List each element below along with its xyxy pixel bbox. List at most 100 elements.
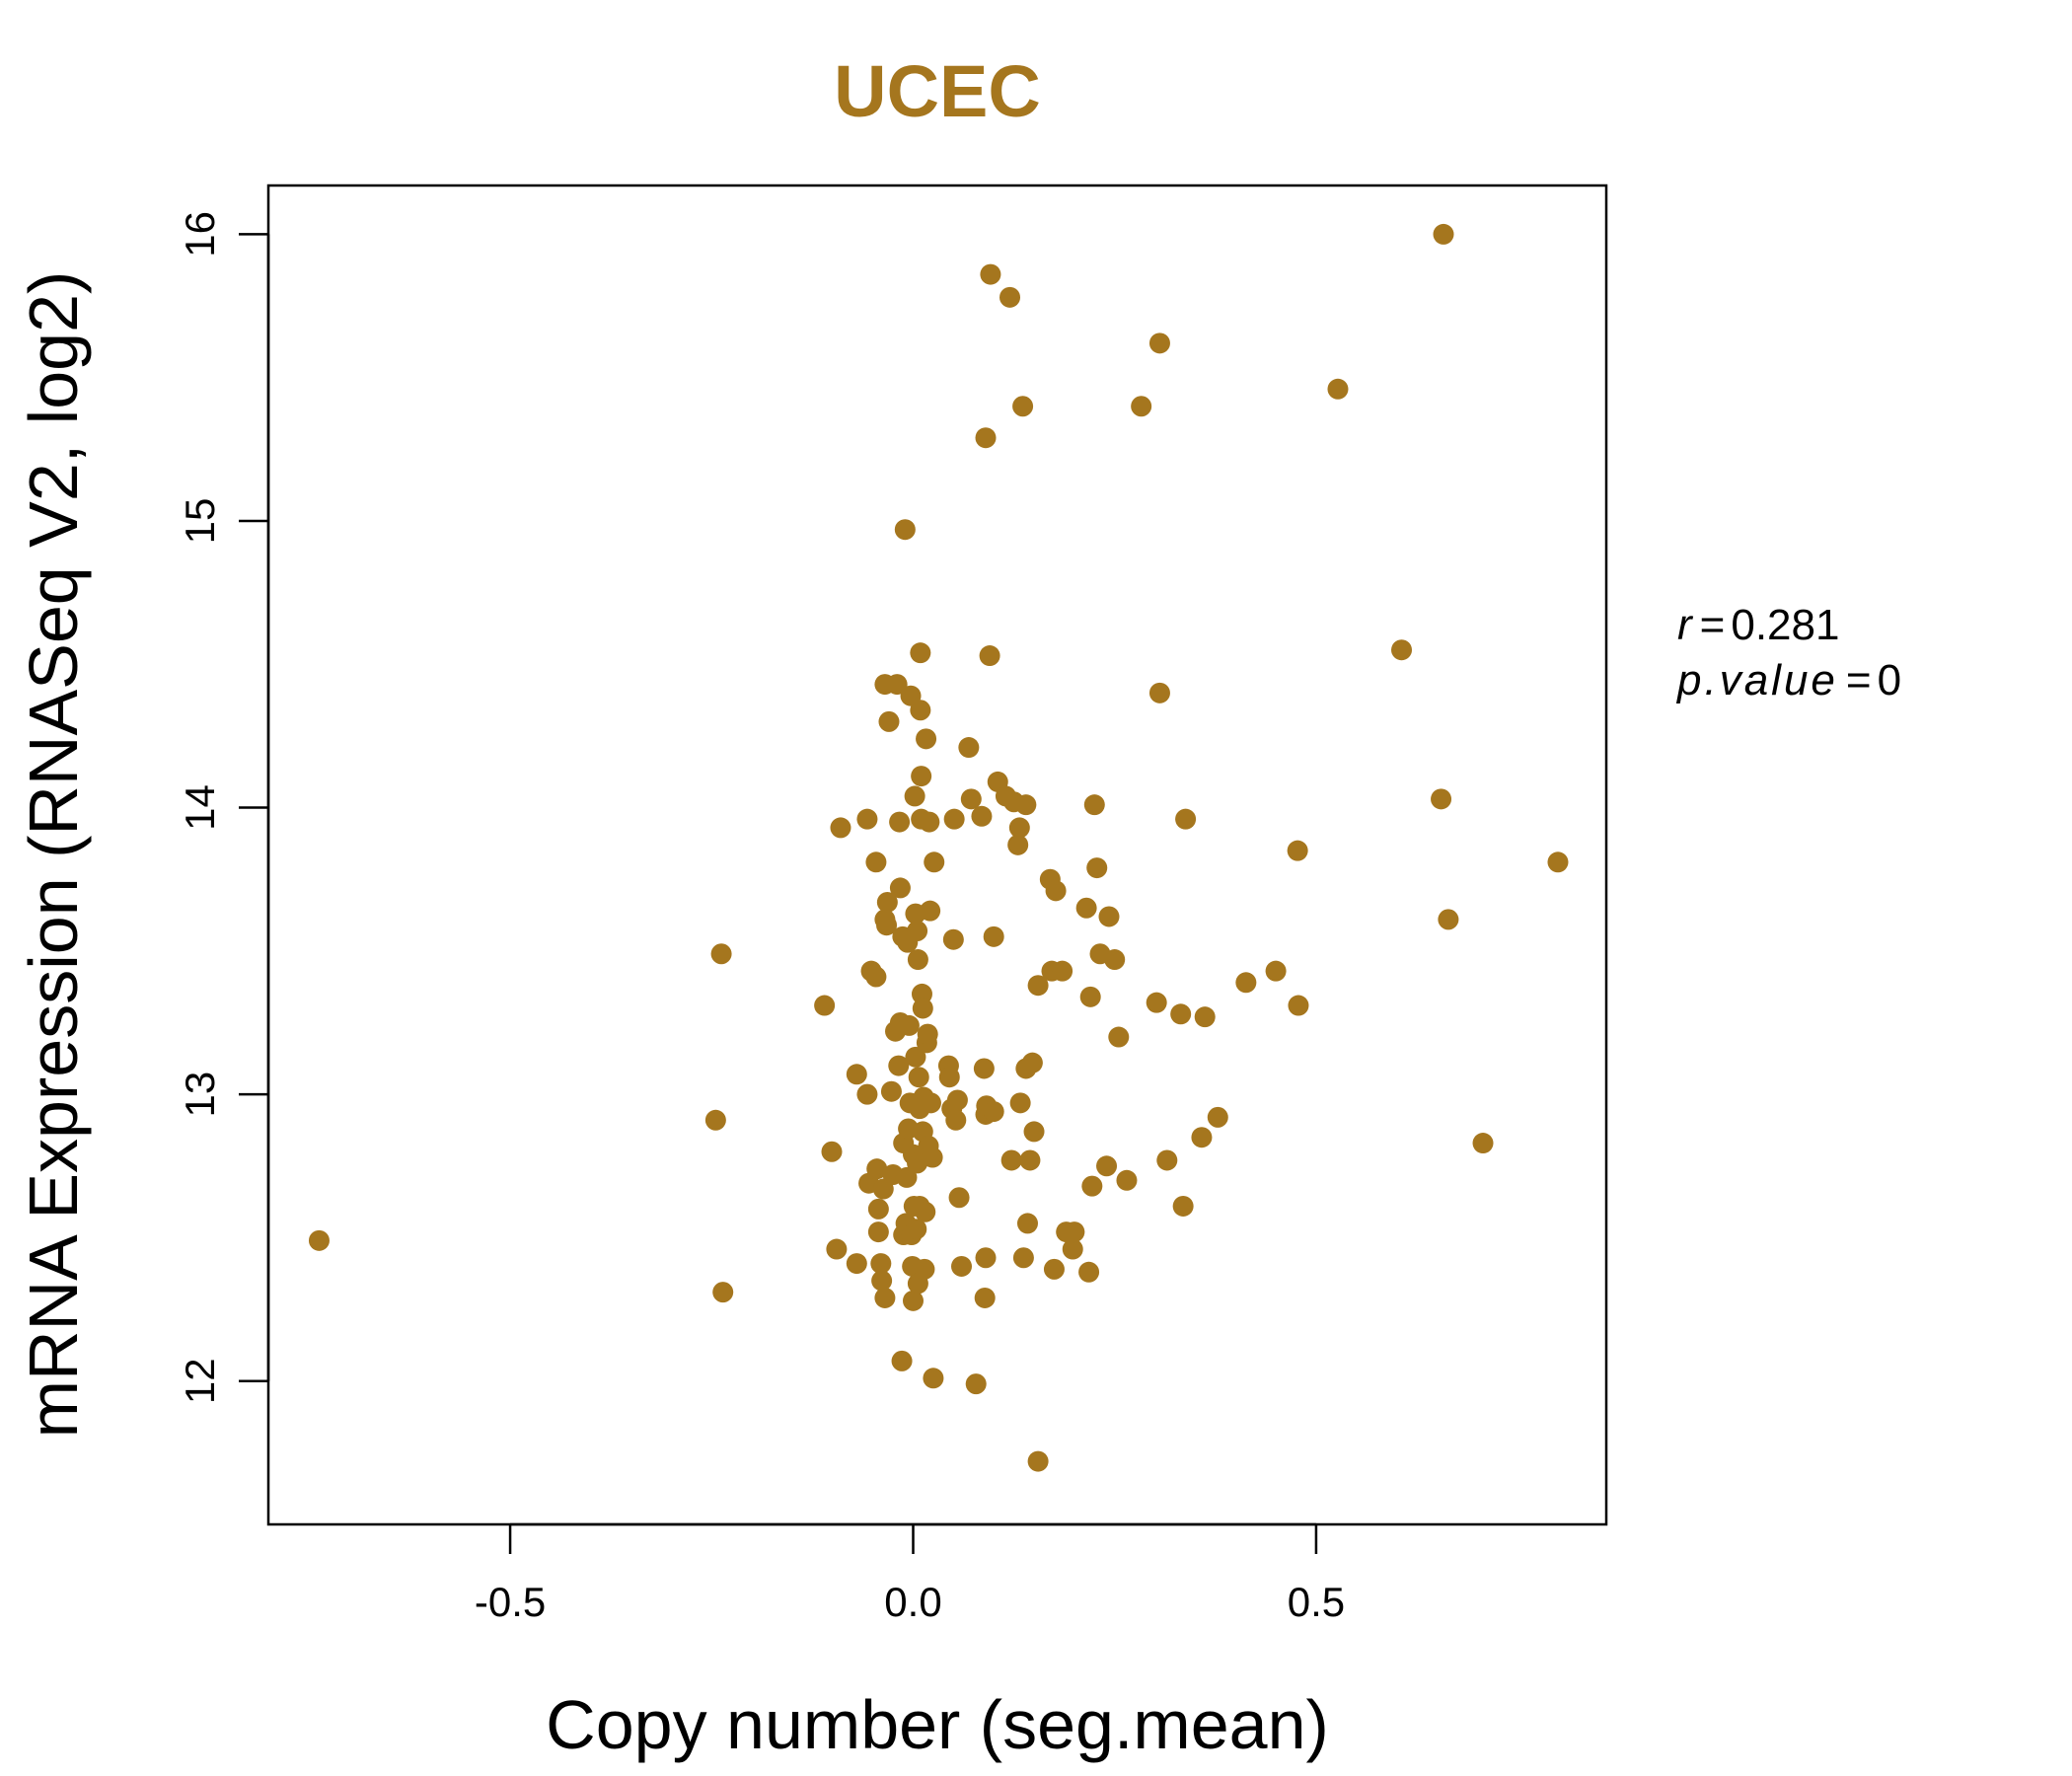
data-point	[983, 1101, 1004, 1123]
data-point	[1052, 960, 1073, 982]
data-point	[856, 1083, 878, 1105]
data-point	[975, 427, 997, 449]
data-point	[905, 1046, 926, 1068]
data-point	[894, 519, 916, 541]
data-point	[1098, 906, 1120, 927]
data-point	[910, 642, 931, 664]
data-point	[876, 891, 898, 913]
data-point	[1012, 1247, 1034, 1269]
data-point	[911, 766, 932, 787]
data-point	[942, 928, 964, 950]
data-point	[1391, 639, 1413, 661]
data-point	[1148, 682, 1170, 703]
data-point	[938, 1067, 960, 1088]
data-point	[1472, 1133, 1494, 1154]
data-point	[1438, 909, 1459, 930]
data-point	[1547, 851, 1569, 873]
data-point	[904, 785, 925, 807]
data-point	[1007, 834, 1029, 855]
data-point	[983, 925, 1004, 947]
data-point	[907, 949, 928, 971]
y-tick-label: 16	[177, 211, 223, 258]
y-tick-label: 14	[177, 784, 223, 831]
data-point	[1131, 396, 1152, 417]
data-point	[874, 1287, 896, 1308]
correlation-annotation: r = 0.281 p.value = 0	[1675, 601, 1901, 704]
chart-title: UCEC	[834, 50, 1041, 132]
data-point	[907, 921, 928, 942]
data-point	[1288, 995, 1309, 1016]
data-point	[1104, 949, 1126, 971]
p-stat: p.value = 0	[1675, 656, 1901, 704]
x-tick-label: -0.5	[475, 1579, 546, 1625]
data-point	[1015, 794, 1037, 816]
data-point	[1194, 1006, 1216, 1028]
data-point	[1207, 1106, 1228, 1128]
data-point	[924, 851, 945, 873]
data-point	[1027, 975, 1049, 997]
data-point	[898, 1014, 920, 1036]
data-point	[914, 1258, 935, 1280]
data-point	[1043, 1258, 1065, 1280]
data-point	[917, 1023, 938, 1045]
data-point	[867, 1221, 889, 1243]
data-point	[1023, 1121, 1045, 1143]
data-point	[902, 1290, 924, 1311]
data-point	[1019, 1149, 1041, 1171]
data-point	[871, 1270, 893, 1292]
data-point	[919, 811, 940, 833]
data-point	[908, 1067, 929, 1088]
data-point	[965, 1373, 987, 1395]
data-point	[704, 1109, 726, 1131]
data-point	[846, 1064, 867, 1085]
data-point	[867, 1198, 889, 1220]
data-point	[1009, 1092, 1031, 1114]
data-point	[870, 1253, 892, 1275]
data-point	[923, 1368, 944, 1389]
data-point	[866, 1158, 888, 1180]
data-point	[814, 995, 836, 1016]
data-point	[1172, 1195, 1194, 1217]
data-point	[1175, 808, 1197, 830]
data-point	[896, 1166, 918, 1188]
data-point	[1086, 857, 1108, 879]
y-tick-label: 15	[177, 498, 223, 545]
data-point	[876, 915, 898, 936]
data-point	[1096, 1155, 1118, 1177]
data-point	[1062, 1238, 1083, 1260]
data-point	[889, 877, 911, 899]
data-point	[920, 1092, 941, 1114]
data-point	[960, 788, 982, 810]
data-point	[948, 1187, 970, 1209]
x-axis-title: Copy number (seg.mean)	[546, 1686, 1329, 1763]
data-point	[1148, 333, 1170, 354]
y-tick-label: 13	[177, 1072, 223, 1118]
data-point	[974, 1287, 996, 1308]
data-point	[826, 1238, 848, 1260]
data-point	[1027, 1450, 1049, 1472]
data-point	[1079, 986, 1101, 1007]
data-point	[920, 900, 941, 922]
data-point	[1083, 794, 1105, 816]
data-point	[1156, 1149, 1178, 1171]
data-point	[1021, 1052, 1043, 1073]
data-point	[1327, 378, 1349, 400]
data-point	[308, 1229, 330, 1251]
data-point	[1064, 1221, 1085, 1243]
data-point	[1045, 880, 1067, 902]
data-point	[1265, 960, 1287, 982]
data-point	[945, 1109, 967, 1131]
data-point	[1191, 1127, 1213, 1148]
y-axis: 12 13 14 15 16	[177, 211, 270, 1404]
data-point	[1081, 1175, 1103, 1197]
y-tick-label: 12	[177, 1358, 223, 1404]
data-point	[980, 263, 1001, 285]
data-point	[1433, 223, 1454, 245]
data-point	[1287, 840, 1308, 861]
data-point	[710, 943, 732, 965]
data-point	[1108, 1026, 1130, 1048]
data-point	[999, 286, 1021, 308]
data-point	[975, 1247, 997, 1269]
data-point	[1170, 1003, 1192, 1025]
